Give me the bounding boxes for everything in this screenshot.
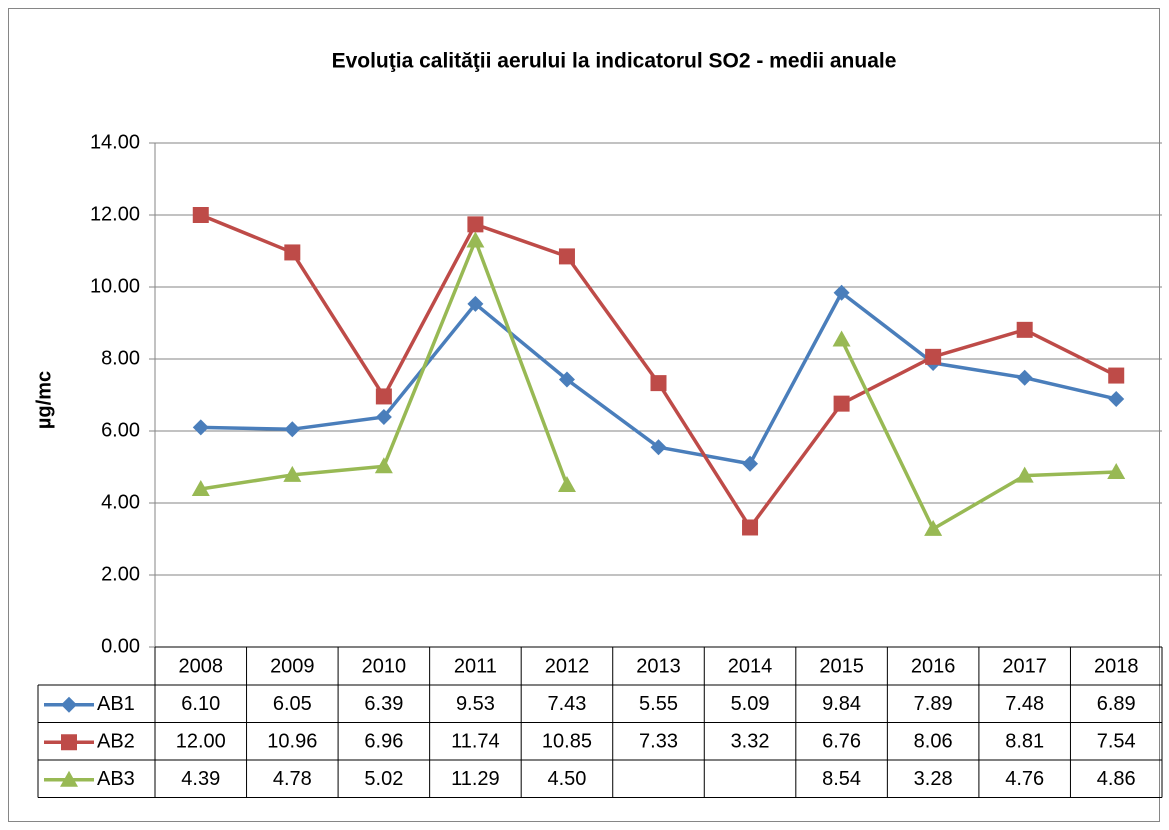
table-value: 7.89 [914,693,953,715]
table-value: 9.84 [822,693,861,715]
marker [557,476,576,492]
marker [467,295,484,312]
x-tick-label: 2014 [728,655,773,677]
marker [1015,466,1034,483]
marker [833,395,850,412]
table-value: 12.00 [176,731,226,753]
marker [1108,390,1125,407]
marker [742,455,759,472]
table-value: 11.74 [451,731,500,753]
table-value: 6.39 [364,693,403,715]
table-value: 6.89 [1097,693,1136,715]
marker [558,371,575,388]
chart-border [8,8,1160,822]
y-tick-label: 4.00 [101,491,140,513]
marker [558,248,575,265]
table-value: 8.81 [1005,731,1044,753]
table-value: 6.96 [364,731,403,753]
marker [192,207,209,223]
marker [284,244,301,261]
table-value: 4.39 [181,768,220,790]
table-value: 4.78 [273,768,312,790]
x-tick-label: 2010 [362,655,407,677]
table-value: 7.33 [639,731,678,753]
marker [467,216,484,233]
marker [283,465,302,482]
marker [191,479,210,496]
table-value: 3.28 [914,768,953,790]
table-value: 11.29 [451,768,500,790]
marker [1016,369,1033,386]
marker [61,696,77,713]
x-tick-label: 2008 [179,655,224,677]
marker [650,375,667,392]
marker [925,348,942,365]
table-value: 7.54 [1097,731,1136,753]
table-value: 5.09 [731,693,770,715]
y-tick-label: 10.00 [90,275,140,297]
table-value: 7.48 [1005,693,1044,715]
marker [192,419,209,436]
table-value: 3.32 [731,731,770,753]
marker [61,734,77,751]
marker [832,330,851,347]
table-value: 9.53 [456,693,495,715]
marker [1108,367,1125,384]
marker [1107,463,1126,480]
marker [650,439,667,456]
marker [284,421,301,438]
y-tick-label: 0.00 [101,635,140,657]
table-value: 4.76 [1005,768,1044,790]
table-value: 5.55 [639,693,678,715]
legend-label: AB3 [97,768,135,790]
x-tick-label: 2015 [819,655,864,677]
table-value: 6.05 [273,693,312,715]
marker [833,284,850,301]
marker [60,770,78,787]
marker [1016,321,1033,338]
legend-label: AB1 [97,693,135,715]
table-value: 4.86 [1097,768,1136,790]
x-tick-label: 2009 [270,655,315,677]
table-value: 10.96 [267,731,317,753]
marker [374,457,393,474]
marker [742,519,759,536]
y-tick-label: 14.00 [90,131,140,153]
marker [375,408,392,425]
y-axis-label: µg/mc [33,371,55,429]
table-value: 6.76 [822,731,861,753]
y-tick-label: 12.00 [90,203,140,225]
marker [466,231,485,248]
table-value: 4.50 [547,768,586,790]
y-tick-label: 8.00 [101,347,140,369]
x-tick-label: 2018 [1094,655,1139,677]
x-tick-label: 2011 [454,655,497,677]
table-value: 8.06 [914,731,953,753]
x-tick-label: 2012 [545,655,590,677]
legend-label: AB2 [97,731,135,753]
marker [375,388,392,405]
table-value: 8.54 [822,768,861,790]
x-tick-label: 2017 [1002,655,1047,677]
y-tick-label: 6.00 [101,419,140,441]
table-value: 10.85 [542,731,592,753]
chart-title: Evoluţia calităţii aerului la indicatoru… [332,50,897,73]
y-tick-label: 2.00 [101,563,140,585]
x-tick-label: 2016 [911,655,956,677]
table-value: 5.02 [364,768,403,790]
table-value: 7.43 [547,693,586,715]
x-tick-label: 2013 [636,655,681,677]
marker [924,519,943,536]
table-value: 6.10 [181,693,220,715]
